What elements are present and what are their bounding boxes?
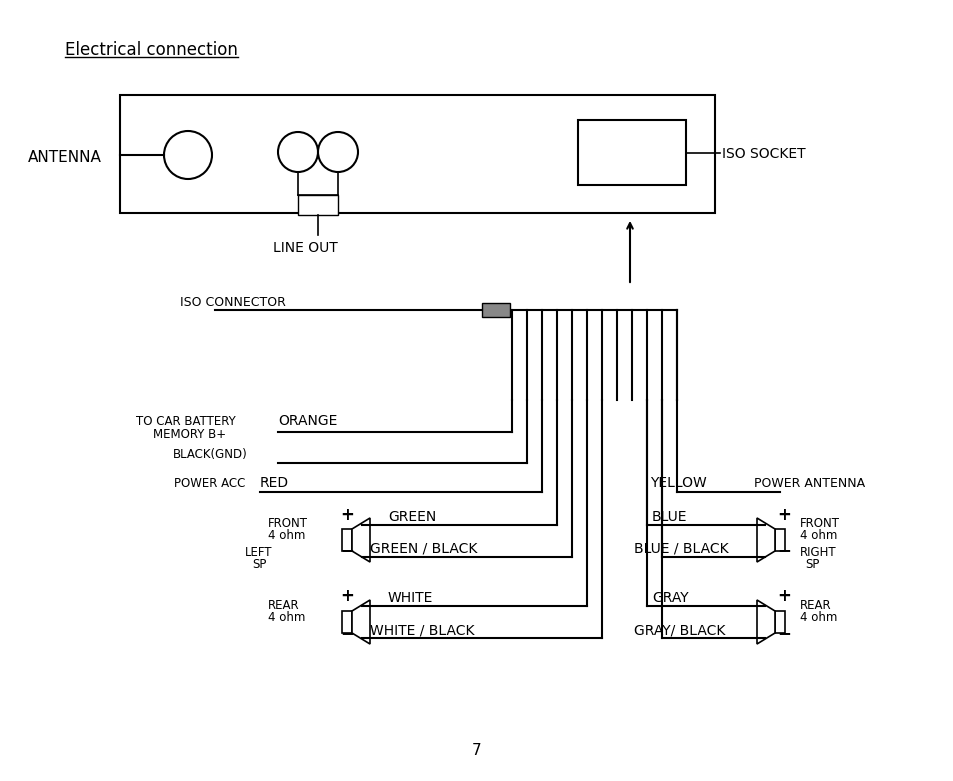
Text: POWER ANTENNA: POWER ANTENNA (753, 477, 864, 490)
Circle shape (317, 132, 357, 172)
Text: FRONT: FRONT (800, 517, 840, 530)
Text: −: − (776, 541, 790, 559)
Bar (297, 195, 337, 215)
Polygon shape (757, 600, 774, 644)
Text: POWER ACC: POWER ACC (173, 477, 245, 490)
Text: GREEN / BLACK: GREEN / BLACK (370, 542, 476, 556)
Text: TO CAR BATTERY: TO CAR BATTERY (136, 415, 235, 428)
Text: −: − (339, 624, 354, 642)
Text: +: + (339, 587, 354, 605)
Text: 7: 7 (472, 743, 481, 758)
Text: 4 ohm: 4 ohm (800, 529, 837, 542)
Circle shape (164, 131, 212, 179)
Text: GRAY/ BLACK: GRAY/ BLACK (634, 623, 724, 637)
Bar (341, 611, 352, 633)
Bar (578, 120, 685, 185)
Text: MEMORY B+: MEMORY B+ (152, 428, 226, 441)
Text: RED: RED (260, 476, 289, 490)
Text: BLUE: BLUE (651, 510, 687, 524)
Text: SP: SP (804, 558, 819, 571)
Text: RIGHT: RIGHT (800, 546, 836, 559)
Text: Electrical connection: Electrical connection (65, 41, 237, 59)
Text: BLACK(GND): BLACK(GND) (172, 448, 248, 461)
Text: 4 ohm: 4 ohm (268, 611, 305, 624)
Text: REAR: REAR (268, 599, 299, 612)
Text: ISO SOCKET: ISO SOCKET (721, 148, 804, 162)
Text: ISO CONNECTOR: ISO CONNECTOR (180, 296, 286, 309)
Text: BLUE / BLACK: BLUE / BLACK (634, 542, 728, 556)
Bar (481, 303, 510, 317)
Text: FRONT: FRONT (268, 517, 308, 530)
Text: 4 ohm: 4 ohm (268, 529, 305, 542)
Text: YELLOW: YELLOW (649, 476, 706, 490)
Text: GREEN: GREEN (388, 510, 436, 524)
Bar (774, 611, 784, 633)
Text: WHITE / BLACK: WHITE / BLACK (370, 623, 474, 637)
Bar (774, 529, 784, 551)
Text: LEFT: LEFT (245, 546, 273, 559)
Text: +: + (776, 506, 790, 524)
Text: LINE OUT: LINE OUT (273, 241, 337, 255)
Polygon shape (757, 518, 774, 562)
Bar (341, 529, 352, 551)
Text: SP: SP (252, 558, 266, 571)
Text: −: − (776, 624, 790, 642)
Polygon shape (352, 518, 370, 562)
Text: WHITE: WHITE (388, 591, 433, 605)
Text: +: + (776, 587, 790, 605)
Text: 4 ohm: 4 ohm (800, 611, 837, 624)
Text: REAR: REAR (800, 599, 831, 612)
Text: ORANGE: ORANGE (277, 414, 337, 428)
Text: GRAY: GRAY (651, 591, 688, 605)
Text: ANTENNA: ANTENNA (28, 150, 102, 165)
Polygon shape (352, 600, 370, 644)
Text: +: + (339, 506, 354, 524)
Bar (120, 95, 714, 213)
Circle shape (277, 132, 317, 172)
Text: −: − (339, 541, 354, 559)
